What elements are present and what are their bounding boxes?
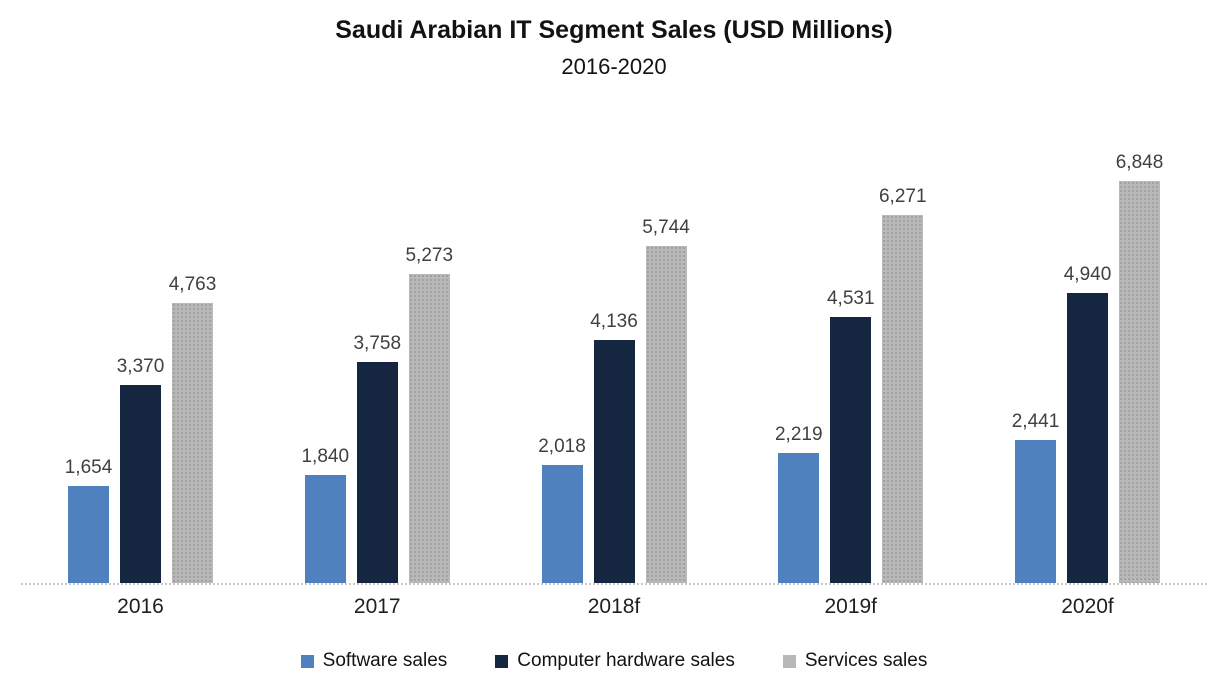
legend-swatch-software-sales-icon (300, 654, 314, 668)
bar-value-label: 2,441 (1011, 410, 1060, 432)
bar-software-sales: 2,219 (775, 424, 823, 583)
bar-software-sales: 2,018 (538, 436, 586, 583)
bar-services-sales: 5,273 (405, 245, 453, 583)
bar-group-2020f: 2,441 4,940 6,848 (1012, 152, 1163, 583)
bar-group-2019f: 2,219 4,531 6,271 (775, 186, 927, 583)
plot-area: 1,654 3,370 4,763 1,840 3,758 5,273 2,01… (21, 152, 1207, 585)
bar-value-label: 4,940 (1063, 264, 1112, 285)
bar-groups: 1,654 3,370 4,763 1,840 3,758 5,273 2,01… (65, 152, 1163, 583)
legend: Software sales Computer hardware sales S… (0, 650, 1228, 672)
bar-group-2018f: 2,018 4,136 5,744 (538, 217, 690, 583)
x-axis-label-2018f: 2018f (587, 595, 641, 618)
bar-services-sales: 6,848 (1116, 152, 1163, 583)
bar-computer-hardware-sales: 4,136 (590, 311, 638, 583)
bar-value-label: 2,219 (774, 423, 823, 445)
legend-swatch-computer-hardware-sales-icon (495, 654, 509, 668)
bar-services-sales: 4,763 (169, 274, 216, 583)
x-axis-label-2017: 2017 (353, 595, 401, 618)
legend-label: Computer hardware sales (517, 650, 735, 671)
bar-value-label: 4,531 (826, 288, 875, 309)
chart-title: Saudi Arabian IT Segment Sales (USD Mill… (335, 16, 893, 44)
bar-group-2017: 1,840 3,758 5,273 (301, 245, 453, 583)
bar-computer-hardware-sales: 3,370 (117, 356, 164, 583)
legend-item-software-sales: Software sales (300, 650, 448, 672)
bar-services-sales: 5,744 (642, 217, 690, 583)
bar-value-label: 1,840 (301, 446, 350, 467)
legend-label: Software sales (322, 650, 448, 671)
bar-value-label: 3,758 (353, 333, 402, 355)
bar-software-sales: 1,840 (301, 446, 349, 583)
bar-value-label: 6,848 (1115, 152, 1164, 173)
x-axis-label-2016: 2016 (117, 595, 164, 618)
bar-computer-hardware-sales: 3,758 (353, 333, 401, 583)
bar-software-sales: 2,441 (1012, 411, 1059, 583)
x-axis-label-2019f: 2019f (824, 595, 878, 618)
x-axis-label-2020f: 2020f (1061, 595, 1114, 618)
legend-label: Services sales (804, 650, 928, 671)
bar-value-label: 2,018 (538, 435, 586, 457)
bar-services-sales: 6,271 (879, 186, 927, 583)
bar-value-label: 3,370 (116, 356, 165, 378)
bar-group-2016: 1,654 3,370 4,763 (65, 274, 216, 583)
bar-software-sales: 1,654 (65, 457, 112, 583)
chart-subtitle: 2016-2020 (561, 54, 667, 79)
bar-computer-hardware-sales: 4,531 (827, 288, 875, 583)
bar-value-label: 4,763 (168, 274, 217, 296)
bar-value-label: 5,273 (405, 244, 454, 266)
bar-value-label: 5,744 (642, 216, 690, 238)
bar-computer-hardware-sales: 4,940 (1064, 264, 1111, 583)
legend-item-services-sales: Services sales (782, 650, 928, 672)
bar-value-label: 1,654 (64, 456, 113, 478)
bar-value-label: 6,271 (878, 185, 927, 207)
legend-swatch-services-sales-icon (782, 654, 796, 668)
legend-item-computer-hardware-sales: Computer hardware sales (495, 650, 735, 672)
x-axis: 2016 2017 2018f 2019f 2020f (68, 595, 1160, 619)
bar-value-label: 4,136 (590, 311, 638, 333)
